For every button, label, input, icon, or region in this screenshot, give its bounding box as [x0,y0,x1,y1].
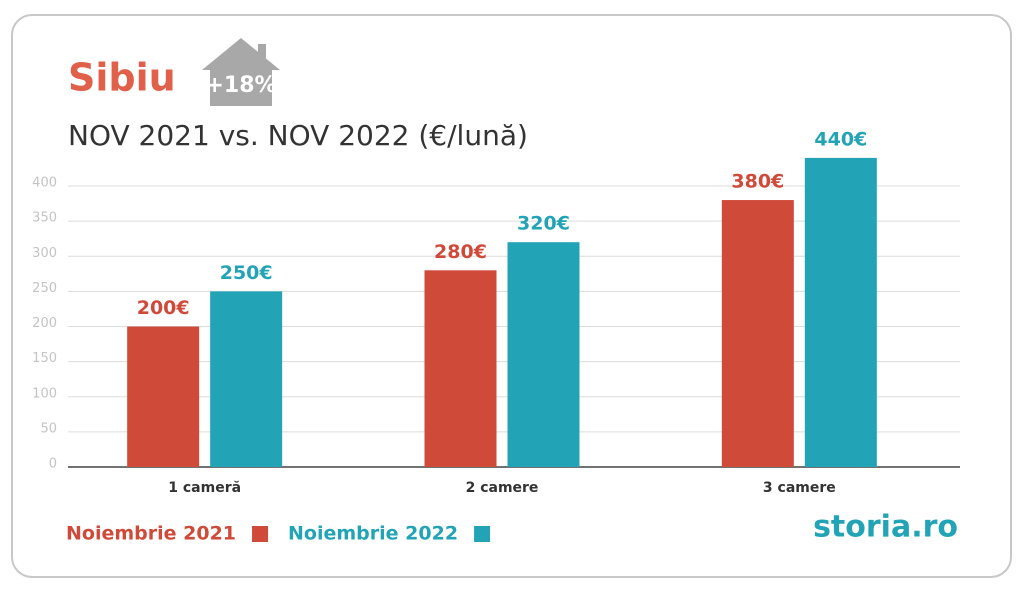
y-tick-label: 400 [32,176,57,191]
y-tick-label: 200 [32,316,57,331]
bar [804,157,877,467]
legend-swatch [252,526,269,542]
value-label: 320€ [517,213,570,235]
logo: storia.ro [813,510,958,545]
badge: +18% [205,73,276,98]
value-label: 380€ [731,171,784,193]
y-tick-label: 50 [40,421,57,436]
bar [424,270,497,467]
y-tick-label: 350 [32,211,57,226]
subtitle: NOV 2021 vs. NOV 2022 (€/lună) [68,119,528,152]
value-label: 440€ [814,128,867,150]
x-tick-label: 3 camere [763,480,836,496]
chart-title: Sibiu [68,56,176,100]
legend-swatch [474,526,491,542]
legend-label: Noiembrie 2021 [66,523,236,545]
bar [721,200,794,468]
value-label: 250€ [220,262,273,284]
bar [507,242,580,467]
y-tick-label: 300 [32,246,57,261]
bar [127,326,200,467]
y-tick-label: 150 [32,351,57,366]
legend-label: Noiembrie 2022 [288,523,458,545]
bar [210,291,283,467]
house-icon [202,38,280,106]
value-label: 200€ [137,297,190,319]
x-tick-label: 2 camere [466,480,539,496]
x-tick-label: 1 cameră [168,480,241,496]
value-label: 280€ [434,241,487,263]
y-tick-label: 250 [32,281,57,296]
y-tick-label: 0 [49,457,57,472]
y-tick-label: 100 [32,386,57,401]
